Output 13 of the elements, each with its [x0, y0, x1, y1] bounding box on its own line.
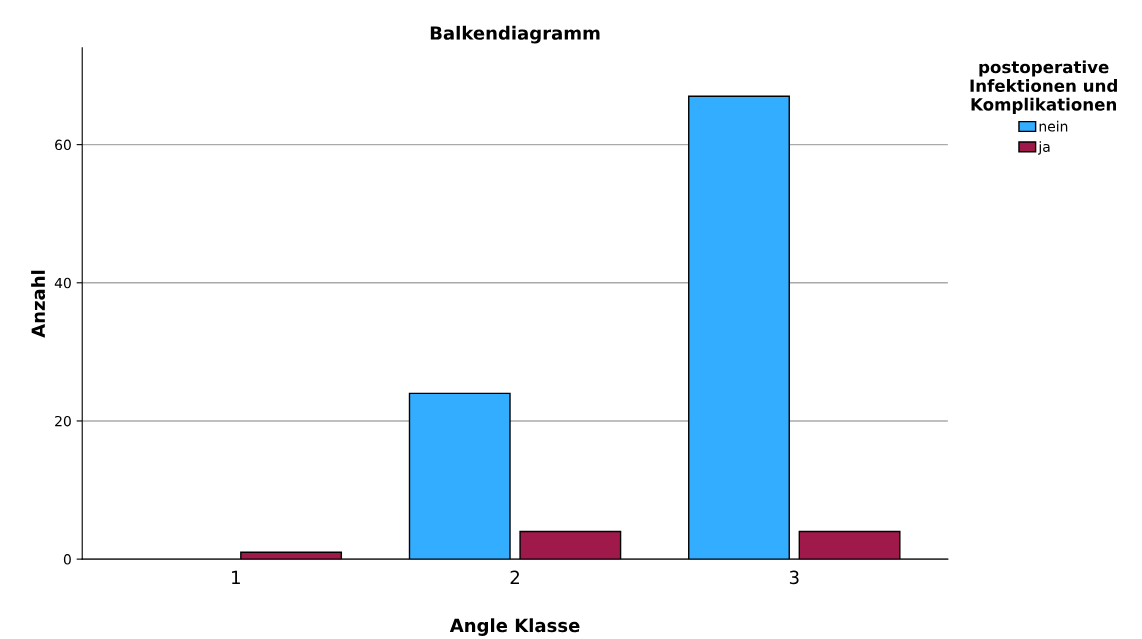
- x-tick-label: 3: [789, 570, 799, 585]
- x-tick-label: 2: [510, 570, 519, 584]
- y-tick-label: 40: [54, 277, 71, 289]
- y-axis-title: Anzahl: [31, 270, 46, 338]
- y-tick-label: 20: [55, 415, 71, 427]
- y-tick-label: 0: [63, 554, 71, 565]
- legend-title: postoperative Infektionen und Komplikationen: [970, 60, 1117, 114]
- x-axis-title: Angle Klasse: [449, 618, 580, 636]
- legend-label: nein: [1039, 120, 1068, 132]
- legend-label: ja: [1038, 141, 1050, 155]
- chart-title: Balkendiagramm: [430, 25, 600, 44]
- y-tick-label: 60: [55, 139, 71, 151]
- x-tick-label: 1: [232, 570, 240, 584]
